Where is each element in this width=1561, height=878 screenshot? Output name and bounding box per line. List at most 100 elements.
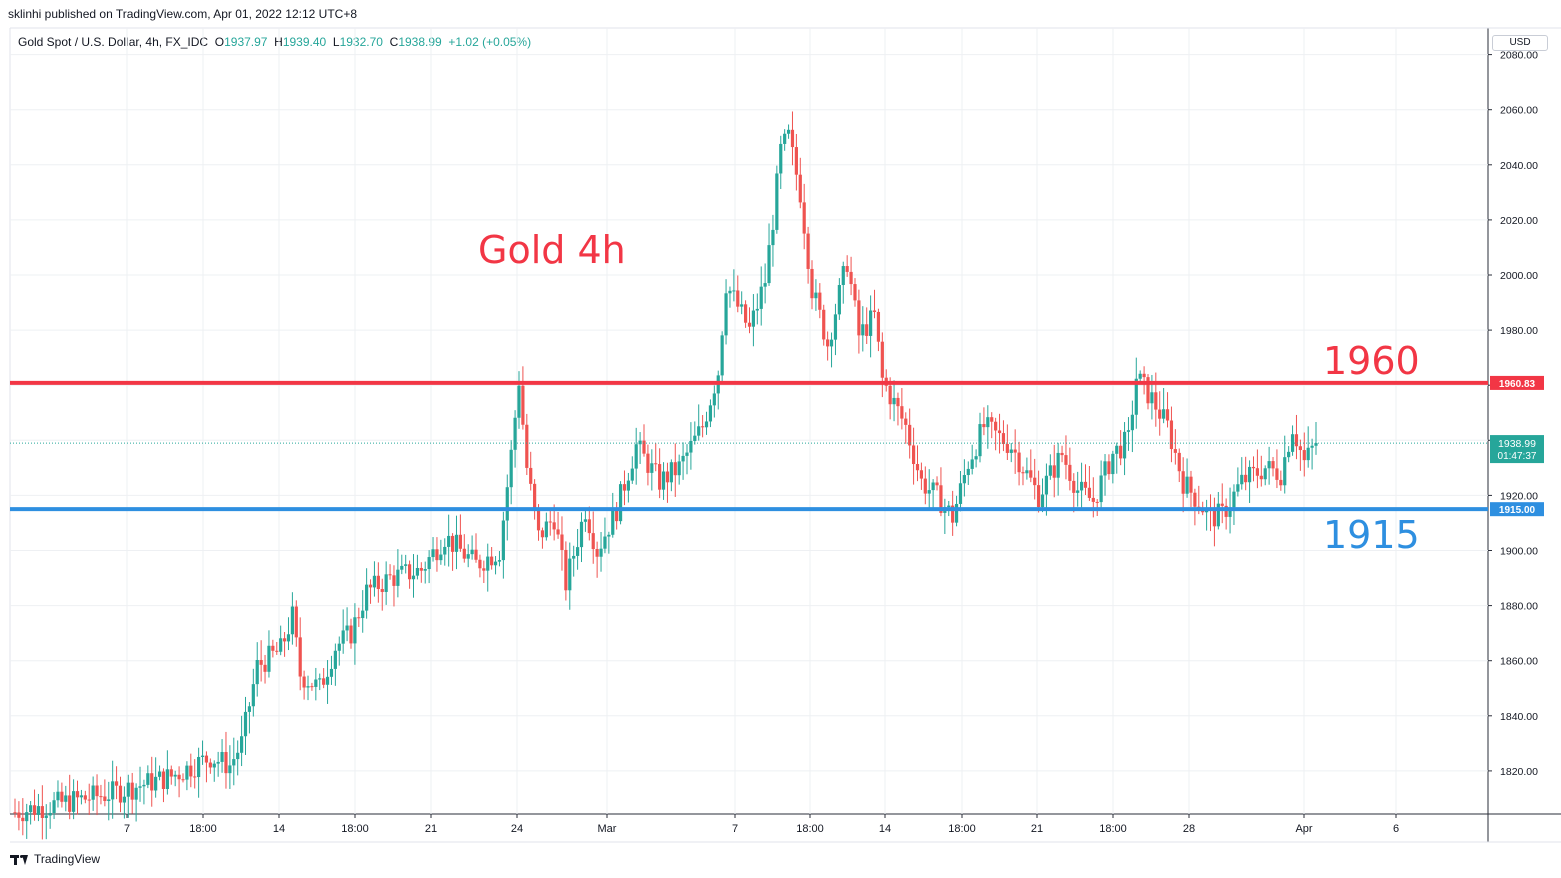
candle [220,739,224,773]
candle [415,554,420,580]
candle [1126,417,1131,451]
candle [396,549,400,598]
candle-body [251,684,255,707]
candle [1314,422,1318,455]
candle-body [869,310,873,336]
candle-body [314,679,318,687]
candle-body [64,795,68,802]
candle [556,511,560,539]
candle [146,765,150,789]
bar-countdown-label: 01:47:37 [1498,451,1537,462]
candle-body [72,791,76,812]
candle-body [1130,414,1134,431]
candle-body [720,335,724,376]
candle-body [232,759,236,766]
candle [951,490,955,536]
candle [685,444,689,475]
candle-body [193,776,197,778]
candle-body [736,290,740,307]
candle [36,793,41,822]
candle-body [298,637,302,677]
candle [1044,463,1049,516]
candle-body [1146,377,1150,404]
candle-body [294,606,298,638]
candle [794,133,798,191]
candle [564,541,568,601]
candle [806,226,810,284]
candle [17,801,21,831]
annotation-resistance: 1960 [1323,339,1420,383]
candle [290,592,294,645]
price-tick-label: 2040.00 [1500,160,1538,172]
candle [126,774,130,818]
candle [439,539,443,565]
candle-body [892,397,896,405]
candle [341,609,345,654]
candle-body [32,805,37,815]
candle-body [548,521,552,523]
candle-body [490,556,494,566]
candle-body [1083,481,1088,488]
candle [1033,458,1037,500]
candle [1220,483,1224,524]
support-price-label: 1915.00 [1499,505,1536,516]
candle [1146,374,1150,410]
tradingview-footer[interactable]: TradingView [10,852,100,866]
candle-body [603,536,607,549]
price-tick-label: 1880.00 [1500,601,1538,613]
candle [525,413,529,476]
candle [626,472,630,503]
candle [118,776,123,813]
candle-body [763,283,767,287]
candle [349,618,353,649]
candle-body [474,549,478,560]
candle [478,554,482,578]
candle [1115,442,1119,474]
currency-button[interactable]: USD [1492,35,1548,51]
candle-body [505,487,509,521]
candle [1048,454,1052,480]
candle-body [134,787,138,800]
candle-body [908,424,912,446]
candle-body [189,765,193,777]
candle-body [376,575,380,590]
candle [802,183,806,250]
candle [286,617,291,651]
candle-body [228,765,232,774]
candle-body [1033,477,1037,486]
candle-body [173,774,177,777]
candle [1279,470,1283,491]
candle [720,331,724,382]
candle-body [572,555,576,559]
candle-body [876,311,881,342]
candle-body [1165,409,1170,421]
candle [681,442,685,480]
candle-body [255,659,259,685]
candle [837,278,841,320]
candle-body [25,812,29,822]
candle [325,660,330,704]
candle [1287,446,1291,463]
candle [279,625,283,656]
candle-body [1048,465,1052,476]
candle-body [1009,449,1013,453]
candle-body [267,645,271,672]
candle [314,667,318,701]
candle [790,111,795,166]
candle [978,412,982,463]
candle-body [560,534,564,550]
candle [1021,466,1025,486]
candle-body [1005,444,1009,453]
candle-body [1177,452,1181,472]
candle-body [1216,503,1220,527]
time-tick-label: 6 [1393,823,1399,835]
candle [482,560,486,584]
candle [1173,429,1177,465]
candle [240,715,244,767]
candle-body [794,147,798,175]
candle-body [99,796,103,798]
candle-body [767,245,771,284]
candle [1009,442,1013,463]
candle-body [951,505,955,523]
